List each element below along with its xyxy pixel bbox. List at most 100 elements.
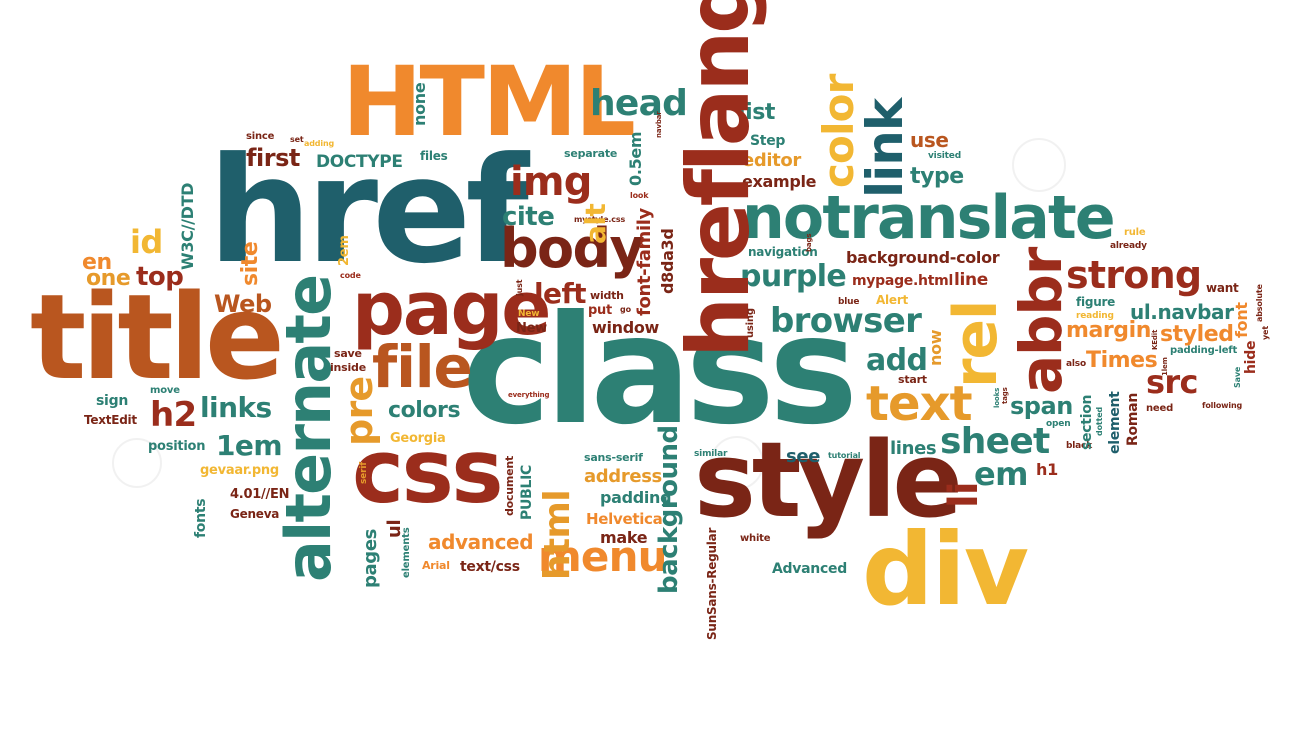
word-text: text bbox=[866, 376, 973, 432]
word-pre: pre bbox=[337, 376, 381, 446]
word-2em: 2em bbox=[337, 235, 352, 266]
word-head: head bbox=[590, 83, 688, 124]
word-using: using bbox=[745, 308, 756, 338]
word-TextEdit: TextEdit bbox=[84, 413, 137, 427]
word-top: top bbox=[136, 262, 184, 292]
word-mystyle: mystyle.css bbox=[574, 215, 626, 224]
word-Arial: Arial bbox=[422, 559, 450, 572]
word-serif: serif bbox=[359, 462, 369, 484]
word-abbr: abbr bbox=[1007, 247, 1075, 394]
word-document: document bbox=[503, 455, 516, 516]
word-w3c: W3C//DTD bbox=[178, 182, 197, 270]
word-now: now bbox=[926, 329, 945, 366]
word-set: set bbox=[290, 135, 304, 144]
word-css: css bbox=[352, 420, 504, 523]
word-just: just bbox=[515, 279, 524, 296]
word-purple: purple bbox=[740, 259, 847, 294]
word-Geneva: Geneva bbox=[230, 507, 280, 521]
word-type: type bbox=[910, 164, 964, 189]
word-look: look bbox=[630, 191, 649, 200]
word-title: title bbox=[30, 268, 285, 406]
word-separate: separate bbox=[564, 147, 618, 160]
word-save: save bbox=[334, 347, 362, 360]
word-one: one bbox=[86, 266, 131, 291]
word-window: window bbox=[592, 318, 659, 337]
word-mypage: mypage.html bbox=[852, 273, 953, 289]
word-tutorial: tutorial bbox=[828, 451, 861, 460]
word-src: src bbox=[1146, 363, 1199, 401]
word-example: example bbox=[742, 172, 817, 191]
watermark-ring-center bbox=[710, 436, 764, 490]
word-tags: tags bbox=[1001, 387, 1009, 404]
word-background-color: background-color bbox=[846, 248, 1000, 267]
word-em: em bbox=[974, 455, 1028, 493]
word-background: background bbox=[654, 425, 684, 594]
word-styled: styled bbox=[1160, 322, 1234, 347]
word-looks: looks bbox=[993, 387, 1001, 408]
word-Times: Times bbox=[1086, 348, 1158, 373]
word-white: white bbox=[740, 533, 771, 544]
word-elements: elements bbox=[401, 527, 412, 578]
word-list: list bbox=[738, 100, 775, 125]
word-div: div bbox=[862, 511, 1029, 628]
word-dotted: dotted bbox=[1095, 406, 1104, 436]
word-reading: reading bbox=[1076, 311, 1114, 321]
word-code: code bbox=[340, 271, 361, 280]
word-width: width bbox=[590, 289, 624, 302]
word-padding: padding bbox=[600, 488, 672, 507]
word-make: make bbox=[600, 528, 648, 547]
word-position: position bbox=[148, 439, 206, 454]
word-lines: lines bbox=[890, 438, 937, 459]
word-already: already bbox=[1110, 241, 1147, 251]
word-move: move bbox=[150, 385, 180, 396]
word-page: page bbox=[352, 266, 551, 352]
word-Roman: Roman bbox=[1125, 392, 1141, 446]
word-visited: visited bbox=[928, 151, 961, 161]
word-Advanced: Advanced bbox=[772, 561, 847, 577]
word-blue: blue bbox=[838, 297, 860, 307]
word-colors: colors bbox=[388, 398, 461, 423]
word-sheet: sheet bbox=[940, 421, 1050, 462]
word-hreflang: hreflang bbox=[669, 0, 769, 358]
word-href: href bbox=[208, 126, 529, 296]
word-need: need bbox=[1146, 403, 1174, 414]
word-rel: rel bbox=[941, 300, 1011, 388]
word-h2: h2 bbox=[150, 395, 197, 435]
word-style: style bbox=[694, 419, 963, 541]
word-links: links bbox=[200, 391, 272, 424]
word-yet: yet bbox=[1261, 326, 1270, 340]
word-h1: h1 bbox=[1036, 460, 1058, 479]
word-en: en bbox=[82, 250, 112, 275]
word-Alert: Alert bbox=[876, 293, 908, 307]
word-files: files bbox=[420, 149, 448, 163]
word-pages: pages bbox=[360, 528, 381, 588]
word-4-01: 4.01//EN bbox=[230, 487, 290, 502]
word-alt: alt bbox=[579, 203, 612, 244]
word-since: since bbox=[246, 131, 275, 142]
word-ul-navbar: ul.navbar bbox=[1130, 300, 1234, 324]
word-figure: figure bbox=[1076, 295, 1116, 309]
word-font-family: font-family bbox=[634, 208, 655, 316]
word-left: left bbox=[534, 277, 586, 310]
word-put: put bbox=[588, 303, 612, 318]
word-go: go bbox=[620, 305, 631, 314]
word-line: line bbox=[954, 270, 988, 290]
word-Georgia: Georgia bbox=[390, 431, 446, 446]
word-gevaar: gevaar.png bbox=[200, 463, 279, 478]
word-address: address bbox=[584, 466, 662, 487]
word-html: html bbox=[537, 490, 578, 580]
word-New-small: New bbox=[518, 309, 540, 319]
word-text-css: text/css bbox=[460, 559, 520, 575]
word-sans-serif: sans-serif bbox=[584, 451, 643, 464]
word-KEdit: KEdit bbox=[1151, 329, 1159, 350]
word-1lem: 1lem bbox=[1161, 357, 1169, 376]
word-none: none bbox=[410, 82, 429, 126]
word-img: img bbox=[510, 159, 592, 205]
word-Helvetica: Helvetica bbox=[586, 510, 663, 528]
word-adding: adding bbox=[304, 139, 335, 148]
word-color: color bbox=[814, 74, 863, 188]
word-open: open bbox=[1046, 419, 1071, 429]
word-navbar: navbar bbox=[655, 111, 663, 138]
watermark-ring-left bbox=[112, 438, 162, 488]
